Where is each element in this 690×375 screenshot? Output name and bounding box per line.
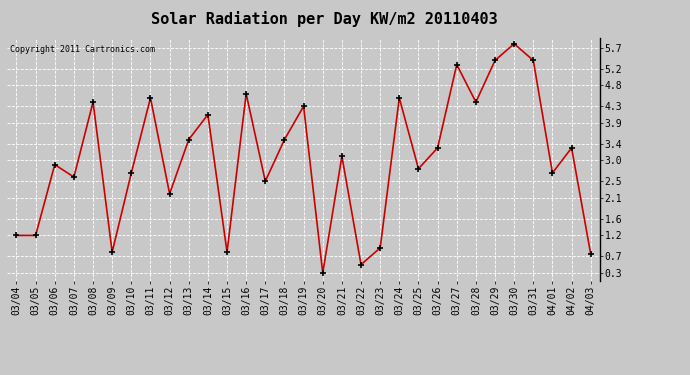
Text: Solar Radiation per Day KW/m2 20110403: Solar Radiation per Day KW/m2 20110403: [151, 11, 497, 27]
Text: Copyright 2011 Cartronics.com: Copyright 2011 Cartronics.com: [10, 45, 155, 54]
